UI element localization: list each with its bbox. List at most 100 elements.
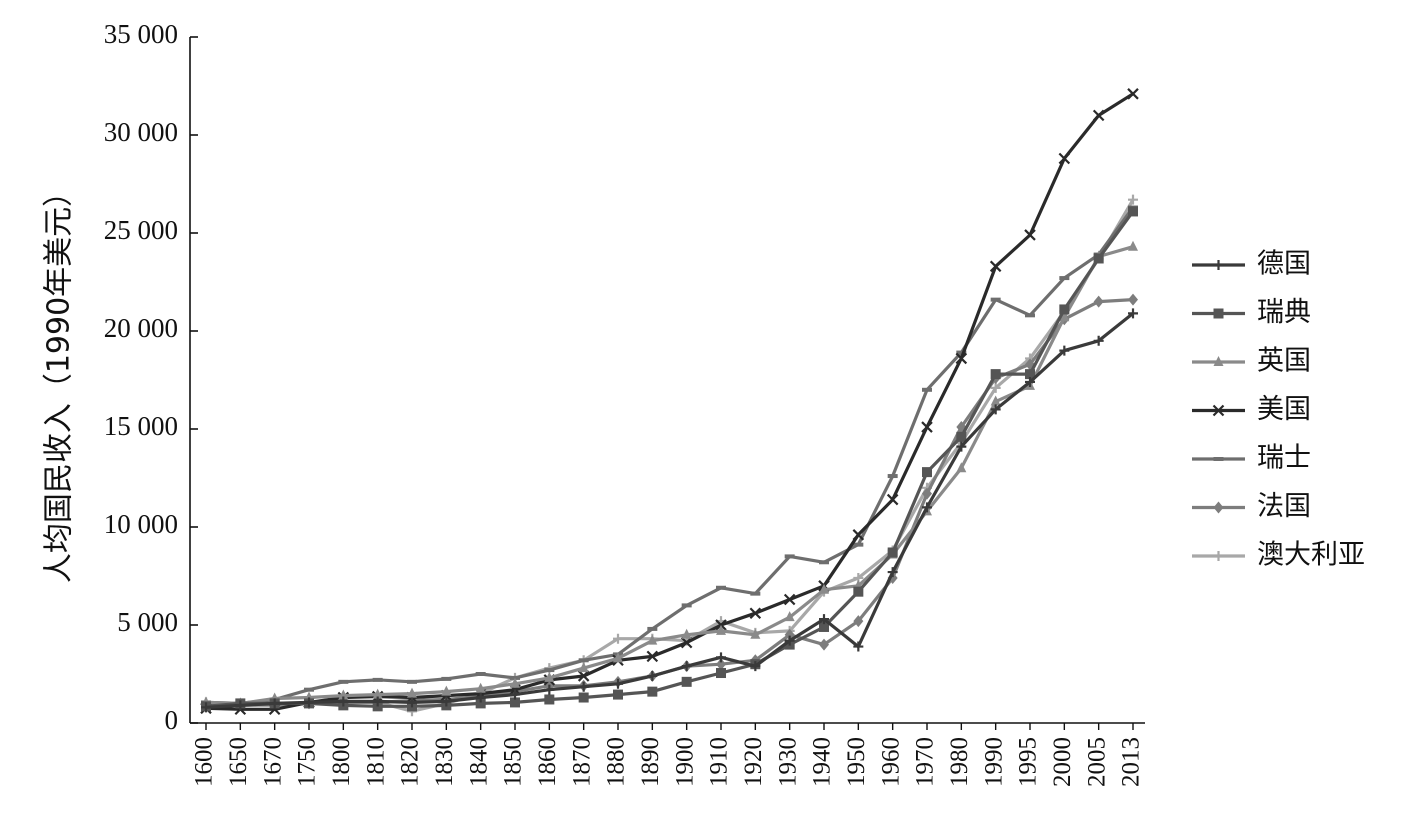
legend-marker xyxy=(1213,356,1224,366)
data-point xyxy=(990,404,1001,415)
legend-marker xyxy=(1213,260,1224,270)
x-tick-label: 1995 xyxy=(1015,737,1042,787)
legend-item: 瑞典 xyxy=(1192,297,1311,328)
x-axis-ticks: 1600 1650 1670 1750 1800 1810 1820 1830 1840 1850… xyxy=(191,723,1145,787)
data-point xyxy=(990,395,1001,406)
y-tick-label: 5 000 xyxy=(117,607,178,637)
data-point xyxy=(510,697,520,708)
series-line xyxy=(205,206,1135,706)
data-point xyxy=(749,607,762,620)
y-tick-label: 10 000 xyxy=(104,509,178,539)
y-axis-title: 人均国民收入（1990年美元） xyxy=(42,177,77,583)
data-point xyxy=(1128,240,1138,251)
data-point xyxy=(475,682,486,693)
data-point xyxy=(853,586,864,597)
data-point xyxy=(647,634,658,645)
data-point xyxy=(235,700,246,711)
data-point xyxy=(544,684,555,695)
legend-label: 澳大利亚 xyxy=(1257,540,1365,571)
data-point xyxy=(510,689,520,700)
x-tick-label: 1810 xyxy=(362,737,389,787)
data-point xyxy=(956,441,967,452)
data-point xyxy=(819,583,829,594)
y-tick-label: 15 000 xyxy=(104,411,178,441)
x-tick-label: 1880 xyxy=(603,737,630,787)
data-point xyxy=(989,260,1002,273)
data-point xyxy=(338,696,349,707)
data-point xyxy=(372,688,383,699)
data-point xyxy=(852,529,865,541)
legend-item: 澳大利亚 xyxy=(1192,540,1365,571)
series-3 xyxy=(201,240,1138,708)
x-tick-label: 1940 xyxy=(809,737,836,787)
data-point xyxy=(750,661,761,672)
data-point xyxy=(304,697,314,708)
data-point xyxy=(1092,109,1105,122)
data-point xyxy=(681,676,692,687)
legend-item: 瑞士 xyxy=(1192,443,1311,474)
data-point xyxy=(1059,345,1070,356)
data-point xyxy=(716,652,726,663)
data-point xyxy=(441,685,452,696)
x-tick-label: 1600 xyxy=(191,737,218,787)
x-tick-label: 1860 xyxy=(534,737,561,787)
legend-item: 法国 xyxy=(1192,491,1311,522)
x-tick-label: 1970 xyxy=(912,737,939,787)
data-point xyxy=(578,662,589,673)
data-point xyxy=(475,692,486,703)
data-point xyxy=(613,652,623,663)
data-point xyxy=(647,686,658,697)
x-tick-label: 1960 xyxy=(877,737,904,787)
data-point xyxy=(1058,152,1071,165)
x-tick-label: 2013 xyxy=(1118,737,1145,787)
legend-label: 瑞典 xyxy=(1257,297,1311,328)
series-line xyxy=(205,198,1135,713)
x-tick-label: 1670 xyxy=(259,737,286,787)
chart-axes xyxy=(189,37,1145,724)
data-point xyxy=(887,567,898,578)
data-point xyxy=(1059,311,1070,322)
data-point xyxy=(407,697,417,708)
data-point xyxy=(922,487,932,500)
x-tick-label: 2000 xyxy=(1049,737,1076,787)
data-point xyxy=(1128,308,1138,319)
y-tick-label: 35 000 xyxy=(104,19,178,49)
legend-marker xyxy=(1213,551,1224,561)
data-point xyxy=(578,692,589,703)
series-2 xyxy=(201,206,1138,712)
series-line xyxy=(205,245,1134,706)
legend-label: 英国 xyxy=(1257,346,1311,377)
legend-marker xyxy=(1213,308,1224,319)
data-point xyxy=(1128,194,1138,205)
legend-marker xyxy=(1212,404,1225,417)
data-point xyxy=(475,698,486,709)
x-tick-label: 1920 xyxy=(740,737,767,787)
data-point xyxy=(955,352,968,365)
data-point xyxy=(201,702,211,713)
data-point xyxy=(647,670,658,681)
data-point xyxy=(544,671,555,682)
data-point xyxy=(1127,88,1139,100)
data-point xyxy=(750,628,761,639)
x-tick-label: 1820 xyxy=(397,737,424,787)
data-point xyxy=(922,467,932,478)
data-point xyxy=(819,621,829,632)
legend-item: 英国 xyxy=(1192,346,1311,377)
data-point xyxy=(578,681,589,692)
x-tick-label: 1750 xyxy=(294,737,321,787)
data-point xyxy=(1128,293,1138,306)
x-tick-label: 1840 xyxy=(465,737,492,787)
data-point xyxy=(646,650,659,663)
data-point xyxy=(680,636,693,649)
data-point xyxy=(269,698,280,709)
data-point xyxy=(372,696,383,707)
series-line xyxy=(205,312,1134,709)
data-point xyxy=(1093,295,1104,308)
data-point xyxy=(338,689,349,700)
data-point xyxy=(1025,369,1035,380)
data-point xyxy=(441,696,452,707)
legend-item: 德国 xyxy=(1192,249,1311,280)
x-tick-label: 1910 xyxy=(706,737,733,787)
y-axis-ticks: 0 5 000 10 000 15 000 20 000 25 000 30 000 35 0… xyxy=(104,19,198,735)
data-point xyxy=(613,678,623,689)
